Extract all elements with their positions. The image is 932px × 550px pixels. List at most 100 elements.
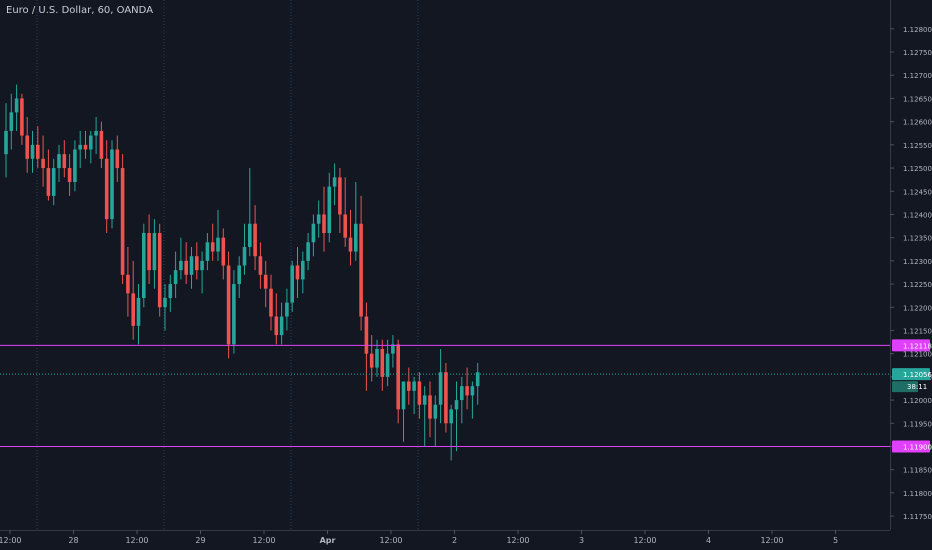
candle-body bbox=[332, 177, 337, 187]
candle-body bbox=[279, 316, 284, 336]
candle-body bbox=[83, 144, 88, 150]
candle-body bbox=[444, 372, 448, 424]
candle-body bbox=[46, 168, 51, 196]
price-axis[interactable]: 1.12800 1.12750 1.12700 1.12650 1.12600 1.125… bbox=[890, 0, 932, 550]
candle-body bbox=[428, 395, 432, 419]
candle-body bbox=[67, 168, 72, 182]
candle-body bbox=[433, 404, 438, 419]
candle-body bbox=[20, 98, 24, 136]
candle-body bbox=[168, 284, 173, 298]
level-price-label: 1.11900 bbox=[903, 443, 932, 451]
candle-body bbox=[210, 242, 215, 252]
price-tick-label: 1.12750 bbox=[903, 49, 932, 57]
price-tick-label: 1.12200 bbox=[903, 304, 932, 312]
price-tick-label: 1.12550 bbox=[903, 142, 932, 150]
candle-body bbox=[396, 344, 400, 410]
price-tick-label: 1.12100 bbox=[903, 351, 932, 359]
candle-body bbox=[422, 395, 427, 405]
candle-body bbox=[359, 223, 363, 317]
candle-body bbox=[147, 233, 151, 271]
level-price-badge bbox=[892, 440, 930, 453]
candle-body bbox=[110, 149, 114, 220]
price-tick-label: 1.11850 bbox=[903, 467, 932, 475]
candle-body bbox=[290, 265, 294, 303]
candle-body bbox=[258, 256, 263, 275]
candle-body bbox=[104, 158, 109, 220]
candle-body bbox=[173, 270, 178, 285]
candle-body bbox=[179, 260, 183, 271]
time-axis[interactable]: 12:00 28 12:00 29 12:00 Apr 12:00 2 12:00 3 12:00 4… bbox=[0, 530, 890, 545]
candle-body bbox=[253, 223, 257, 257]
candle-body bbox=[142, 233, 146, 298]
candle-body bbox=[9, 112, 14, 131]
candle-body bbox=[126, 274, 130, 294]
candle-body bbox=[380, 349, 385, 377]
price-tick-label: 1.11950 bbox=[903, 420, 932, 428]
time-tick-label: 29 bbox=[195, 536, 205, 545]
candle-body bbox=[14, 98, 19, 113]
candle-body bbox=[327, 186, 332, 234]
candle-body bbox=[30, 144, 35, 159]
candle-body bbox=[205, 242, 210, 261]
candle-body bbox=[99, 130, 104, 159]
time-tick-label: 28 bbox=[68, 536, 78, 545]
candle-body bbox=[470, 386, 475, 396]
price-tick-label: 1.12500 bbox=[903, 165, 932, 173]
time-tick-label: 12:00 bbox=[633, 536, 656, 545]
time-tick-label: 12:00 bbox=[252, 536, 275, 545]
candle-body bbox=[306, 242, 310, 261]
time-tick-label: 12:00 bbox=[760, 536, 783, 545]
candle-body bbox=[454, 400, 459, 410]
candle-body bbox=[4, 130, 8, 155]
candle-body bbox=[385, 353, 390, 377]
candle-body bbox=[163, 297, 167, 308]
candle-body bbox=[391, 344, 395, 354]
horizontal-levels[interactable] bbox=[0, 344, 890, 447]
level-price-label: 1.12118 bbox=[903, 342, 932, 350]
session-lines bbox=[36, 0, 419, 530]
candle-body bbox=[221, 237, 226, 266]
candle-body bbox=[449, 409, 453, 424]
last-price-badge bbox=[892, 368, 930, 381]
candle-body bbox=[322, 214, 326, 234]
time-tick-label: 3 bbox=[579, 536, 584, 545]
time-tick-label: 12:00 bbox=[0, 536, 22, 545]
price-tick-label: 1.12000 bbox=[903, 397, 932, 405]
candle-body bbox=[41, 158, 45, 169]
candle-body bbox=[73, 149, 77, 182]
candle-body bbox=[401, 381, 406, 410]
candle-body bbox=[407, 381, 411, 391]
price-tick-label: 1.12350 bbox=[903, 235, 932, 243]
candle-body bbox=[94, 130, 98, 136]
price-tick-label: 1.12250 bbox=[903, 281, 932, 289]
candle-body bbox=[263, 274, 268, 289]
last-price-label: 1.12056 bbox=[903, 371, 932, 379]
candle-body bbox=[316, 214, 321, 224]
candle-body bbox=[51, 168, 56, 196]
countdown-label: 38:11 bbox=[907, 383, 927, 391]
candle-body bbox=[189, 256, 194, 275]
candle-body bbox=[311, 223, 316, 243]
price-tick-label: 1.12400 bbox=[903, 211, 932, 219]
candle-body bbox=[136, 297, 141, 326]
price-tick-label: 1.12150 bbox=[903, 327, 932, 335]
price-axis-background bbox=[890, 0, 932, 550]
time-tick-label: 2 bbox=[452, 536, 457, 545]
time-tick-label: 5 bbox=[833, 536, 838, 545]
candle-body bbox=[248, 223, 252, 247]
price-tick-label: 1.12600 bbox=[903, 119, 932, 127]
candle-body bbox=[417, 381, 422, 405]
candle-body bbox=[364, 316, 369, 354]
candle-body bbox=[465, 386, 469, 396]
price-tick-label: 1.11750 bbox=[903, 513, 932, 521]
candle-body bbox=[216, 237, 220, 252]
time-tick-label: 12:00 bbox=[506, 536, 529, 545]
candle-body bbox=[89, 135, 93, 150]
candle-body bbox=[184, 260, 188, 275]
candle-body bbox=[242, 246, 247, 266]
candle-body bbox=[269, 288, 273, 317]
price-tick-label: 1.12450 bbox=[903, 188, 932, 196]
level-price-badge bbox=[892, 339, 930, 352]
